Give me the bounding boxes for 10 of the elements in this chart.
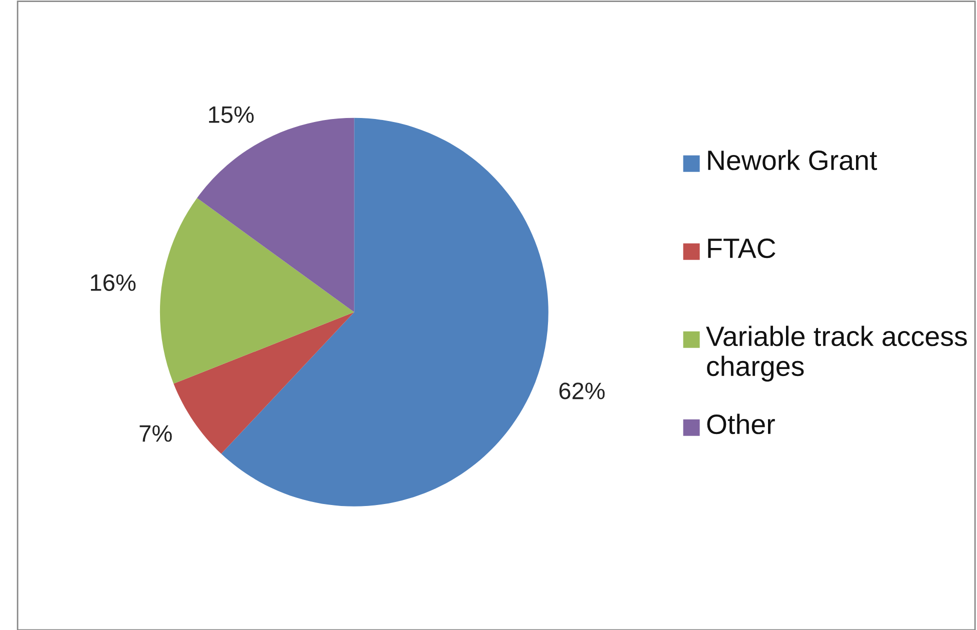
pie-slice [174,312,354,454]
data-label: 7% [140,425,172,442]
legend-label: Other [707,414,775,434]
data-label: 62% [559,382,605,400]
data-label: 15% [209,106,254,123]
legend-label: Nework Grant [708,150,878,170]
data-label: 16% [90,274,136,291]
legend-label: FTAC [708,238,776,258]
pie-slice [160,198,354,384]
legend-label: Variable track access charges [706,326,967,382]
